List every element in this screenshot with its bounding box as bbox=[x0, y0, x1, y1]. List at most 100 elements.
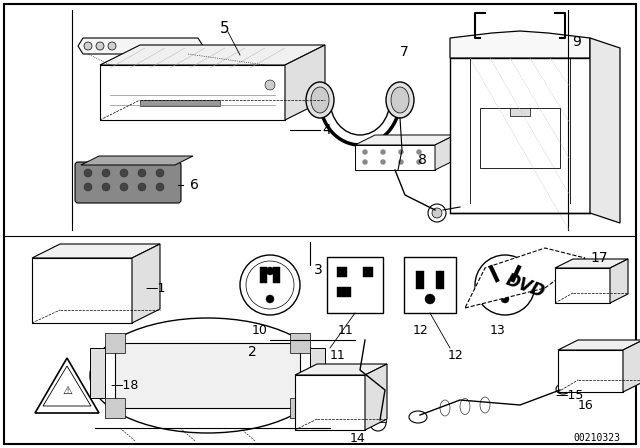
Polygon shape bbox=[32, 244, 160, 258]
Bar bbox=[510, 108, 530, 116]
Bar bbox=[363, 267, 373, 277]
Polygon shape bbox=[295, 364, 387, 375]
Polygon shape bbox=[285, 45, 325, 120]
Text: 2: 2 bbox=[248, 345, 257, 359]
Text: —1: —1 bbox=[145, 281, 165, 294]
Circle shape bbox=[246, 261, 294, 309]
Polygon shape bbox=[610, 259, 628, 303]
Circle shape bbox=[425, 294, 435, 304]
Polygon shape bbox=[450, 58, 590, 213]
Bar bbox=[115, 343, 300, 408]
Circle shape bbox=[84, 169, 92, 177]
Circle shape bbox=[362, 159, 367, 164]
Polygon shape bbox=[100, 45, 325, 65]
Text: 7: 7 bbox=[400, 45, 409, 59]
Text: 5: 5 bbox=[220, 21, 230, 35]
Circle shape bbox=[240, 255, 300, 315]
Polygon shape bbox=[35, 358, 99, 413]
Polygon shape bbox=[365, 364, 387, 430]
Bar bbox=[290, 333, 310, 353]
Circle shape bbox=[265, 80, 275, 90]
Bar bbox=[105, 333, 125, 353]
Polygon shape bbox=[132, 244, 160, 323]
Circle shape bbox=[428, 204, 446, 222]
Circle shape bbox=[120, 183, 128, 191]
Bar bbox=[370, 410, 386, 422]
Circle shape bbox=[96, 42, 104, 50]
Circle shape bbox=[432, 208, 442, 218]
Ellipse shape bbox=[90, 318, 325, 433]
Polygon shape bbox=[623, 340, 640, 392]
Text: ⚠: ⚠ bbox=[62, 386, 72, 396]
Circle shape bbox=[417, 159, 422, 164]
Circle shape bbox=[138, 183, 146, 191]
Ellipse shape bbox=[311, 87, 329, 113]
Polygon shape bbox=[43, 366, 91, 406]
Bar bbox=[436, 271, 444, 289]
Text: 8: 8 bbox=[418, 153, 427, 167]
Bar bbox=[290, 398, 310, 418]
Polygon shape bbox=[558, 340, 640, 350]
Circle shape bbox=[84, 183, 92, 191]
Bar bbox=[90, 348, 105, 398]
Bar bbox=[337, 267, 347, 277]
Polygon shape bbox=[435, 135, 455, 170]
Text: 17: 17 bbox=[590, 251, 607, 265]
Circle shape bbox=[102, 183, 110, 191]
Bar bbox=[327, 257, 383, 313]
Circle shape bbox=[108, 42, 116, 50]
Text: 4: 4 bbox=[322, 123, 331, 137]
Circle shape bbox=[399, 150, 403, 155]
Text: 9: 9 bbox=[572, 35, 581, 49]
Text: 14: 14 bbox=[350, 431, 365, 444]
Text: —18: —18 bbox=[110, 379, 138, 392]
Circle shape bbox=[266, 267, 274, 275]
Text: 6: 6 bbox=[190, 178, 199, 192]
Text: 13: 13 bbox=[490, 323, 506, 336]
Circle shape bbox=[120, 169, 128, 177]
Polygon shape bbox=[78, 38, 203, 54]
Ellipse shape bbox=[391, 87, 409, 113]
Text: 12: 12 bbox=[448, 349, 464, 362]
Bar bbox=[404, 257, 456, 313]
Bar bbox=[337, 287, 351, 297]
Text: 16: 16 bbox=[578, 399, 594, 412]
Text: DVD: DVD bbox=[503, 271, 547, 302]
Text: 10: 10 bbox=[252, 323, 268, 336]
Circle shape bbox=[381, 150, 385, 155]
Circle shape bbox=[84, 42, 92, 50]
Circle shape bbox=[156, 183, 164, 191]
Ellipse shape bbox=[306, 82, 334, 118]
Polygon shape bbox=[355, 135, 455, 145]
Bar bbox=[105, 398, 125, 418]
Polygon shape bbox=[590, 38, 620, 223]
Circle shape bbox=[266, 295, 274, 303]
Bar bbox=[416, 271, 424, 289]
Ellipse shape bbox=[459, 200, 467, 212]
Text: 00210323: 00210323 bbox=[573, 433, 620, 443]
Ellipse shape bbox=[409, 411, 427, 423]
Text: 11: 11 bbox=[330, 349, 346, 362]
Circle shape bbox=[381, 159, 385, 164]
Polygon shape bbox=[81, 156, 193, 165]
Text: 3: 3 bbox=[314, 263, 323, 277]
Text: —15: —15 bbox=[555, 388, 584, 401]
Circle shape bbox=[138, 169, 146, 177]
Bar bbox=[480, 108, 560, 168]
Bar bbox=[260, 267, 267, 283]
Circle shape bbox=[399, 159, 403, 164]
Circle shape bbox=[102, 169, 110, 177]
Bar bbox=[140, 100, 220, 106]
Polygon shape bbox=[465, 248, 585, 308]
Circle shape bbox=[156, 169, 164, 177]
Polygon shape bbox=[100, 65, 285, 120]
Polygon shape bbox=[555, 259, 628, 268]
Polygon shape bbox=[355, 145, 435, 170]
Ellipse shape bbox=[386, 82, 414, 118]
Text: 12: 12 bbox=[413, 323, 429, 336]
Polygon shape bbox=[555, 268, 610, 303]
Circle shape bbox=[501, 295, 509, 303]
Circle shape bbox=[417, 150, 422, 155]
Text: 11: 11 bbox=[338, 323, 354, 336]
Circle shape bbox=[370, 415, 386, 431]
